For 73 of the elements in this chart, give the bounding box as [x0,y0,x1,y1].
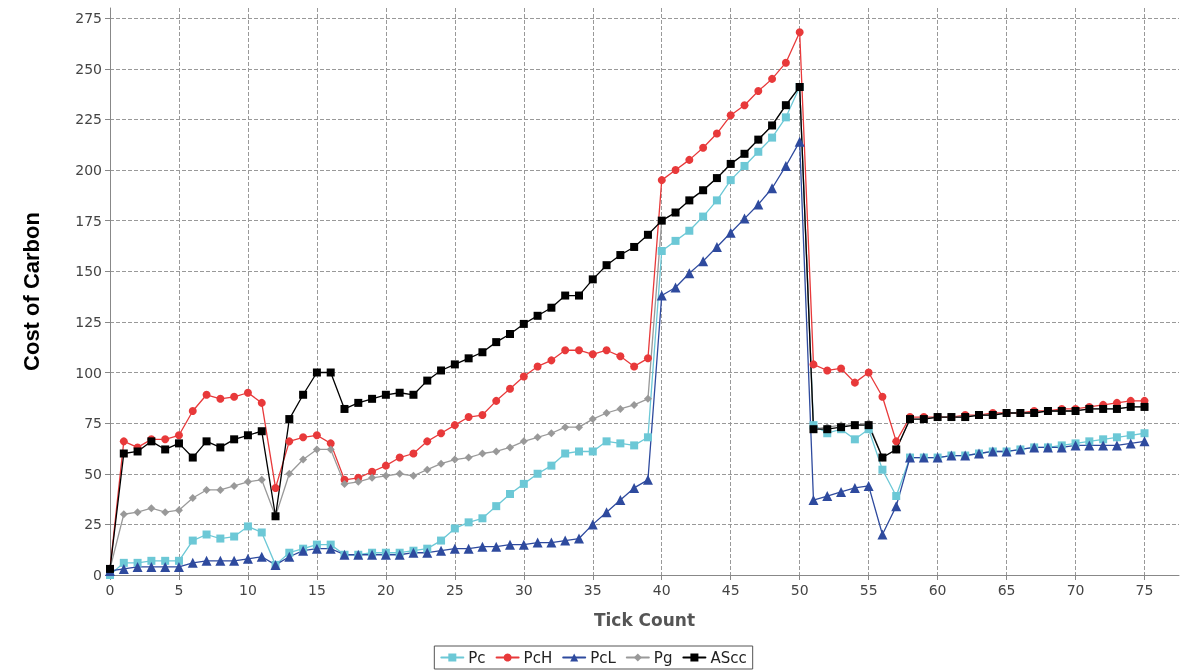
y-tick-label: 75 [84,415,102,432]
point [437,459,446,468]
y-tick-label: 25 [84,516,102,533]
y-tick-label: 125 [75,313,102,330]
point [354,477,363,486]
point [257,475,266,484]
point [616,404,625,413]
point [533,433,542,442]
x-tick-label: 15 [307,582,326,598]
point [492,447,501,456]
x-tick-label: 70 [1066,582,1085,598]
point [174,506,183,515]
x-tick-label: 45 [721,582,740,598]
point [381,471,390,480]
x-tick-label: 30 [514,582,533,598]
point [340,479,349,488]
x-tick-label: 55 [859,582,878,598]
y-tick-label: 50 [84,465,102,482]
point [243,477,252,486]
point [643,394,652,403]
point [133,508,142,517]
x-tick-label: 50 [790,582,809,598]
point [630,400,639,409]
x-tick-label: 5 [174,582,184,598]
point [547,429,556,438]
point [423,465,432,474]
y-tick-label: 0 [93,567,102,583]
x-tick-label: 40 [652,582,671,598]
point [202,485,211,494]
legend-label: PcL [590,648,617,667]
legend-label: Pg [653,648,673,667]
y-tick-label: 250 [75,60,102,77]
legend-label: AScc [710,648,747,667]
legend-label: Pc [468,648,486,667]
x-tick-label: 35 [583,582,602,598]
y-tick-label: 225 [75,111,102,128]
point [602,409,611,417]
point [161,508,170,517]
x-tick-label: 20 [376,582,395,598]
point [574,423,583,432]
x-tick-label: 10 [239,582,257,598]
point [588,415,597,424]
point [519,437,528,446]
y-tick-label: 175 [75,212,102,229]
point [285,469,294,478]
point [188,494,197,503]
point [395,469,404,478]
y-tick-label: 100 [75,364,102,381]
y-axis-title: Cost of Carbon [18,212,44,371]
x-tick-label: 25 [445,582,464,598]
y-tick-label: 275 [75,10,102,27]
x-axis-title: Tick Count [593,609,696,630]
x-tick-label: 0 [105,582,115,598]
point [409,471,418,480]
point [326,445,335,454]
point [506,443,515,452]
point [299,455,308,464]
y-tick-label: 150 [75,263,102,280]
point [147,504,156,513]
point [561,423,570,432]
point [312,445,321,454]
point [478,449,487,458]
x-tick-label: 75 [1135,582,1154,598]
legend-label: PcH [523,648,553,667]
point [119,510,128,519]
x-tick-label: 65 [997,582,1016,598]
point [216,485,225,494]
x-tick-label: 60 [928,582,947,598]
point [368,473,377,482]
point [464,453,473,462]
y-tick-label: 200 [75,162,102,178]
point [230,481,239,490]
point [450,455,459,464]
